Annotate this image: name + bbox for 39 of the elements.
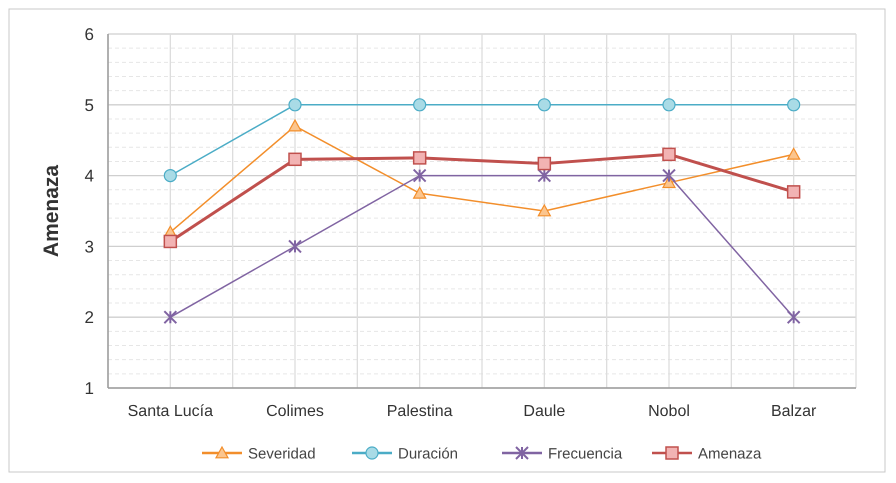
point: [662, 98, 676, 112]
x-tick-label: Colimes: [266, 403, 324, 420]
y-tick-label: 4: [84, 166, 94, 186]
y-tick-label: 5: [84, 96, 94, 115]
point: [538, 204, 551, 216]
legend-label: Amenaza: [698, 445, 762, 462]
point: [288, 239, 302, 254]
point: [662, 148, 676, 162]
point: [786, 310, 801, 324]
x-tick-label: Balzar: [770, 403, 818, 420]
point: [164, 169, 177, 182]
point: [288, 152, 302, 166]
point: [787, 148, 800, 160]
legend-label: Severidad: [248, 445, 316, 462]
point: [538, 98, 551, 112]
point: [787, 98, 800, 112]
y-axis-title: Amenaza: [40, 164, 63, 258]
point: [537, 168, 552, 183]
point: [412, 168, 427, 183]
y-tick-label: 2: [84, 308, 94, 328]
x-tick-label: Santa Lucía: [128, 403, 214, 420]
point: [413, 98, 426, 112]
point: [288, 119, 302, 132]
point: [163, 310, 178, 324]
y-tick-label: 6: [84, 24, 94, 44]
point: [413, 186, 426, 199]
point: [288, 98, 302, 112]
y-tick-label: 1: [84, 378, 94, 398]
point: [662, 168, 676, 183]
point: [412, 151, 426, 165]
legend-label: Frecuencia: [548, 445, 623, 462]
point: [164, 234, 178, 248]
y-tick-label: 3: [84, 237, 94, 256]
point: [786, 185, 800, 199]
point: [538, 156, 552, 170]
x-tick-label: Palestina: [386, 403, 453, 420]
legend-label: Duración: [398, 445, 458, 462]
x-tick-label: Nobol: [648, 403, 690, 420]
x-tick-label: Daule: [523, 403, 566, 420]
